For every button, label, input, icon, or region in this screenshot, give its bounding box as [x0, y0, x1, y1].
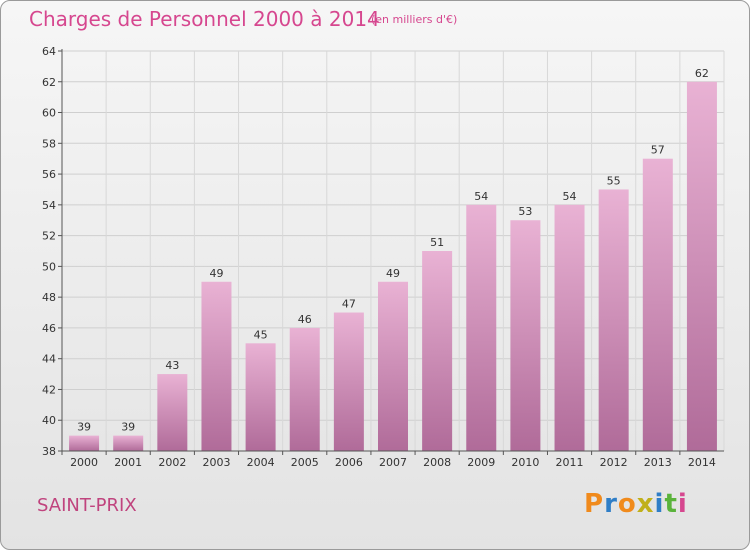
y-tick-label: 44: [42, 353, 56, 366]
bar-value-label: 45: [254, 328, 268, 341]
bar: [686, 81, 717, 452]
logo-letter: P: [584, 489, 605, 519]
x-tick-label: 2012: [600, 456, 628, 469]
commune-name: SAINT-PRIX: [37, 495, 137, 516]
logo-letter: i: [654, 489, 665, 519]
y-tick-label: 40: [42, 414, 56, 427]
bar: [422, 251, 453, 451]
chart-subtitle: (en milliers d'€): [371, 13, 458, 26]
bar-value-label: 54: [474, 190, 488, 203]
y-tick-label: 46: [42, 322, 56, 335]
y-tick-label: 48: [42, 291, 56, 304]
y-tick-label: 58: [42, 137, 56, 150]
y-tick-label: 60: [42, 107, 56, 120]
bar: [201, 281, 232, 451]
bar: [157, 374, 188, 451]
bar: [333, 312, 364, 451]
bar-value-label: 47: [342, 298, 356, 311]
bar-value-label: 39: [121, 421, 135, 434]
x-tick-label: 2008: [423, 456, 451, 469]
bar: [642, 158, 673, 451]
y-tick-label: 50: [42, 260, 56, 273]
x-tick-label: 2000: [70, 456, 98, 469]
x-tick-label: 2007: [379, 456, 407, 469]
bar-value-label: 49: [209, 267, 223, 280]
logo-letter: t: [664, 489, 678, 519]
y-tick-label: 42: [42, 383, 56, 396]
x-tick-label: 2006: [335, 456, 363, 469]
x-tick-label: 2003: [202, 456, 230, 469]
bar-value-label: 46: [298, 313, 312, 326]
bar: [510, 220, 541, 451]
y-tick-label: 64: [42, 45, 56, 58]
bar: [554, 204, 585, 451]
x-tick-label: 2004: [247, 456, 275, 469]
x-tick-label: 2010: [511, 456, 539, 469]
y-tick-label: 54: [42, 199, 56, 212]
bar-value-label: 53: [518, 205, 532, 218]
x-tick-label: 2011: [556, 456, 584, 469]
bar: [245, 343, 276, 451]
y-tick-label: 52: [42, 230, 56, 243]
bar: [598, 189, 629, 451]
bar-value-label: 43: [165, 359, 179, 372]
x-tick-label: 2005: [291, 456, 319, 469]
logo-letter: r: [604, 489, 618, 519]
chart-title: Charges de Personnel 2000 à 2014: [29, 7, 380, 31]
y-tick-label: 56: [42, 168, 56, 181]
bar-value-label: 62: [695, 67, 709, 80]
logo-letter: x: [636, 489, 655, 519]
bar-value-label: 49: [386, 267, 400, 280]
bar: [466, 204, 497, 451]
x-tick-label: 2001: [114, 456, 142, 469]
bar-value-label: 51: [430, 236, 444, 249]
bar-value-label: 55: [607, 174, 621, 187]
x-tick-label: 2014: [688, 456, 716, 469]
logo-letter: o: [617, 489, 637, 519]
bar-value-label: 54: [563, 190, 577, 203]
y-tick-label: 62: [42, 76, 56, 89]
bar: [289, 327, 320, 451]
bar: [69, 435, 100, 451]
bar: [378, 281, 408, 451]
x-tick-label: 2002: [158, 456, 186, 469]
x-tick-label: 2009: [467, 456, 495, 469]
bar: [113, 435, 144, 451]
bar-value-label: 39: [77, 421, 91, 434]
proxiti-logo: Proxiti: [584, 489, 688, 519]
y-tick-label: 38: [42, 445, 56, 458]
bars: 39 39 43 49 45 46 47 49 51 54 53 54 55 57 62: [69, 67, 717, 452]
axes: 38 40 42 44 46 48 50 52 54 56 58 60 62 64 2000 2001 2002…: [42, 45, 724, 469]
bar-value-label: 57: [651, 144, 665, 157]
x-tick-label: 2013: [644, 456, 672, 469]
logo-letter: i: [677, 489, 688, 519]
